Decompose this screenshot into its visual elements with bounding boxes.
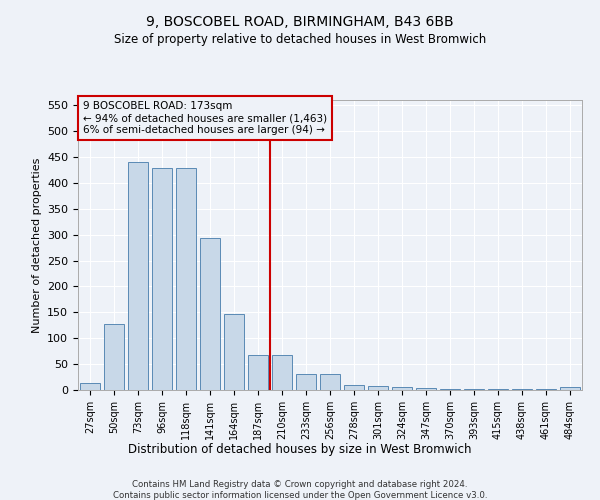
Bar [344, 385, 364, 390]
Bar [368, 386, 388, 390]
Bar [512, 389, 532, 390]
Bar [416, 388, 436, 390]
Bar [440, 389, 460, 390]
Bar [176, 168, 196, 390]
Bar [272, 355, 292, 390]
Bar [296, 374, 316, 390]
Text: 9 BOSCOBEL ROAD: 173sqm
← 94% of detached houses are smaller (1,463)
6% of semi-: 9 BOSCOBEL ROAD: 173sqm ← 94% of detache… [83, 102, 327, 134]
Text: Contains public sector information licensed under the Open Government Licence v3: Contains public sector information licen… [113, 491, 487, 500]
Bar [104, 324, 124, 390]
Bar [128, 162, 148, 390]
Text: Size of property relative to detached houses in West Bromwich: Size of property relative to detached ho… [114, 32, 486, 46]
Bar [464, 389, 484, 390]
Bar [152, 168, 172, 390]
Bar [224, 314, 244, 390]
Bar [488, 389, 508, 390]
Bar [536, 389, 556, 390]
Bar [80, 383, 100, 390]
Bar [320, 374, 340, 390]
Y-axis label: Number of detached properties: Number of detached properties [32, 158, 41, 332]
Bar [248, 355, 268, 390]
Bar [392, 388, 412, 390]
Text: 9, BOSCOBEL ROAD, BIRMINGHAM, B43 6BB: 9, BOSCOBEL ROAD, BIRMINGHAM, B43 6BB [146, 15, 454, 29]
Text: Distribution of detached houses by size in West Bromwich: Distribution of detached houses by size … [128, 442, 472, 456]
Bar [560, 388, 580, 390]
Bar [200, 238, 220, 390]
Text: Contains HM Land Registry data © Crown copyright and database right 2024.: Contains HM Land Registry data © Crown c… [132, 480, 468, 489]
